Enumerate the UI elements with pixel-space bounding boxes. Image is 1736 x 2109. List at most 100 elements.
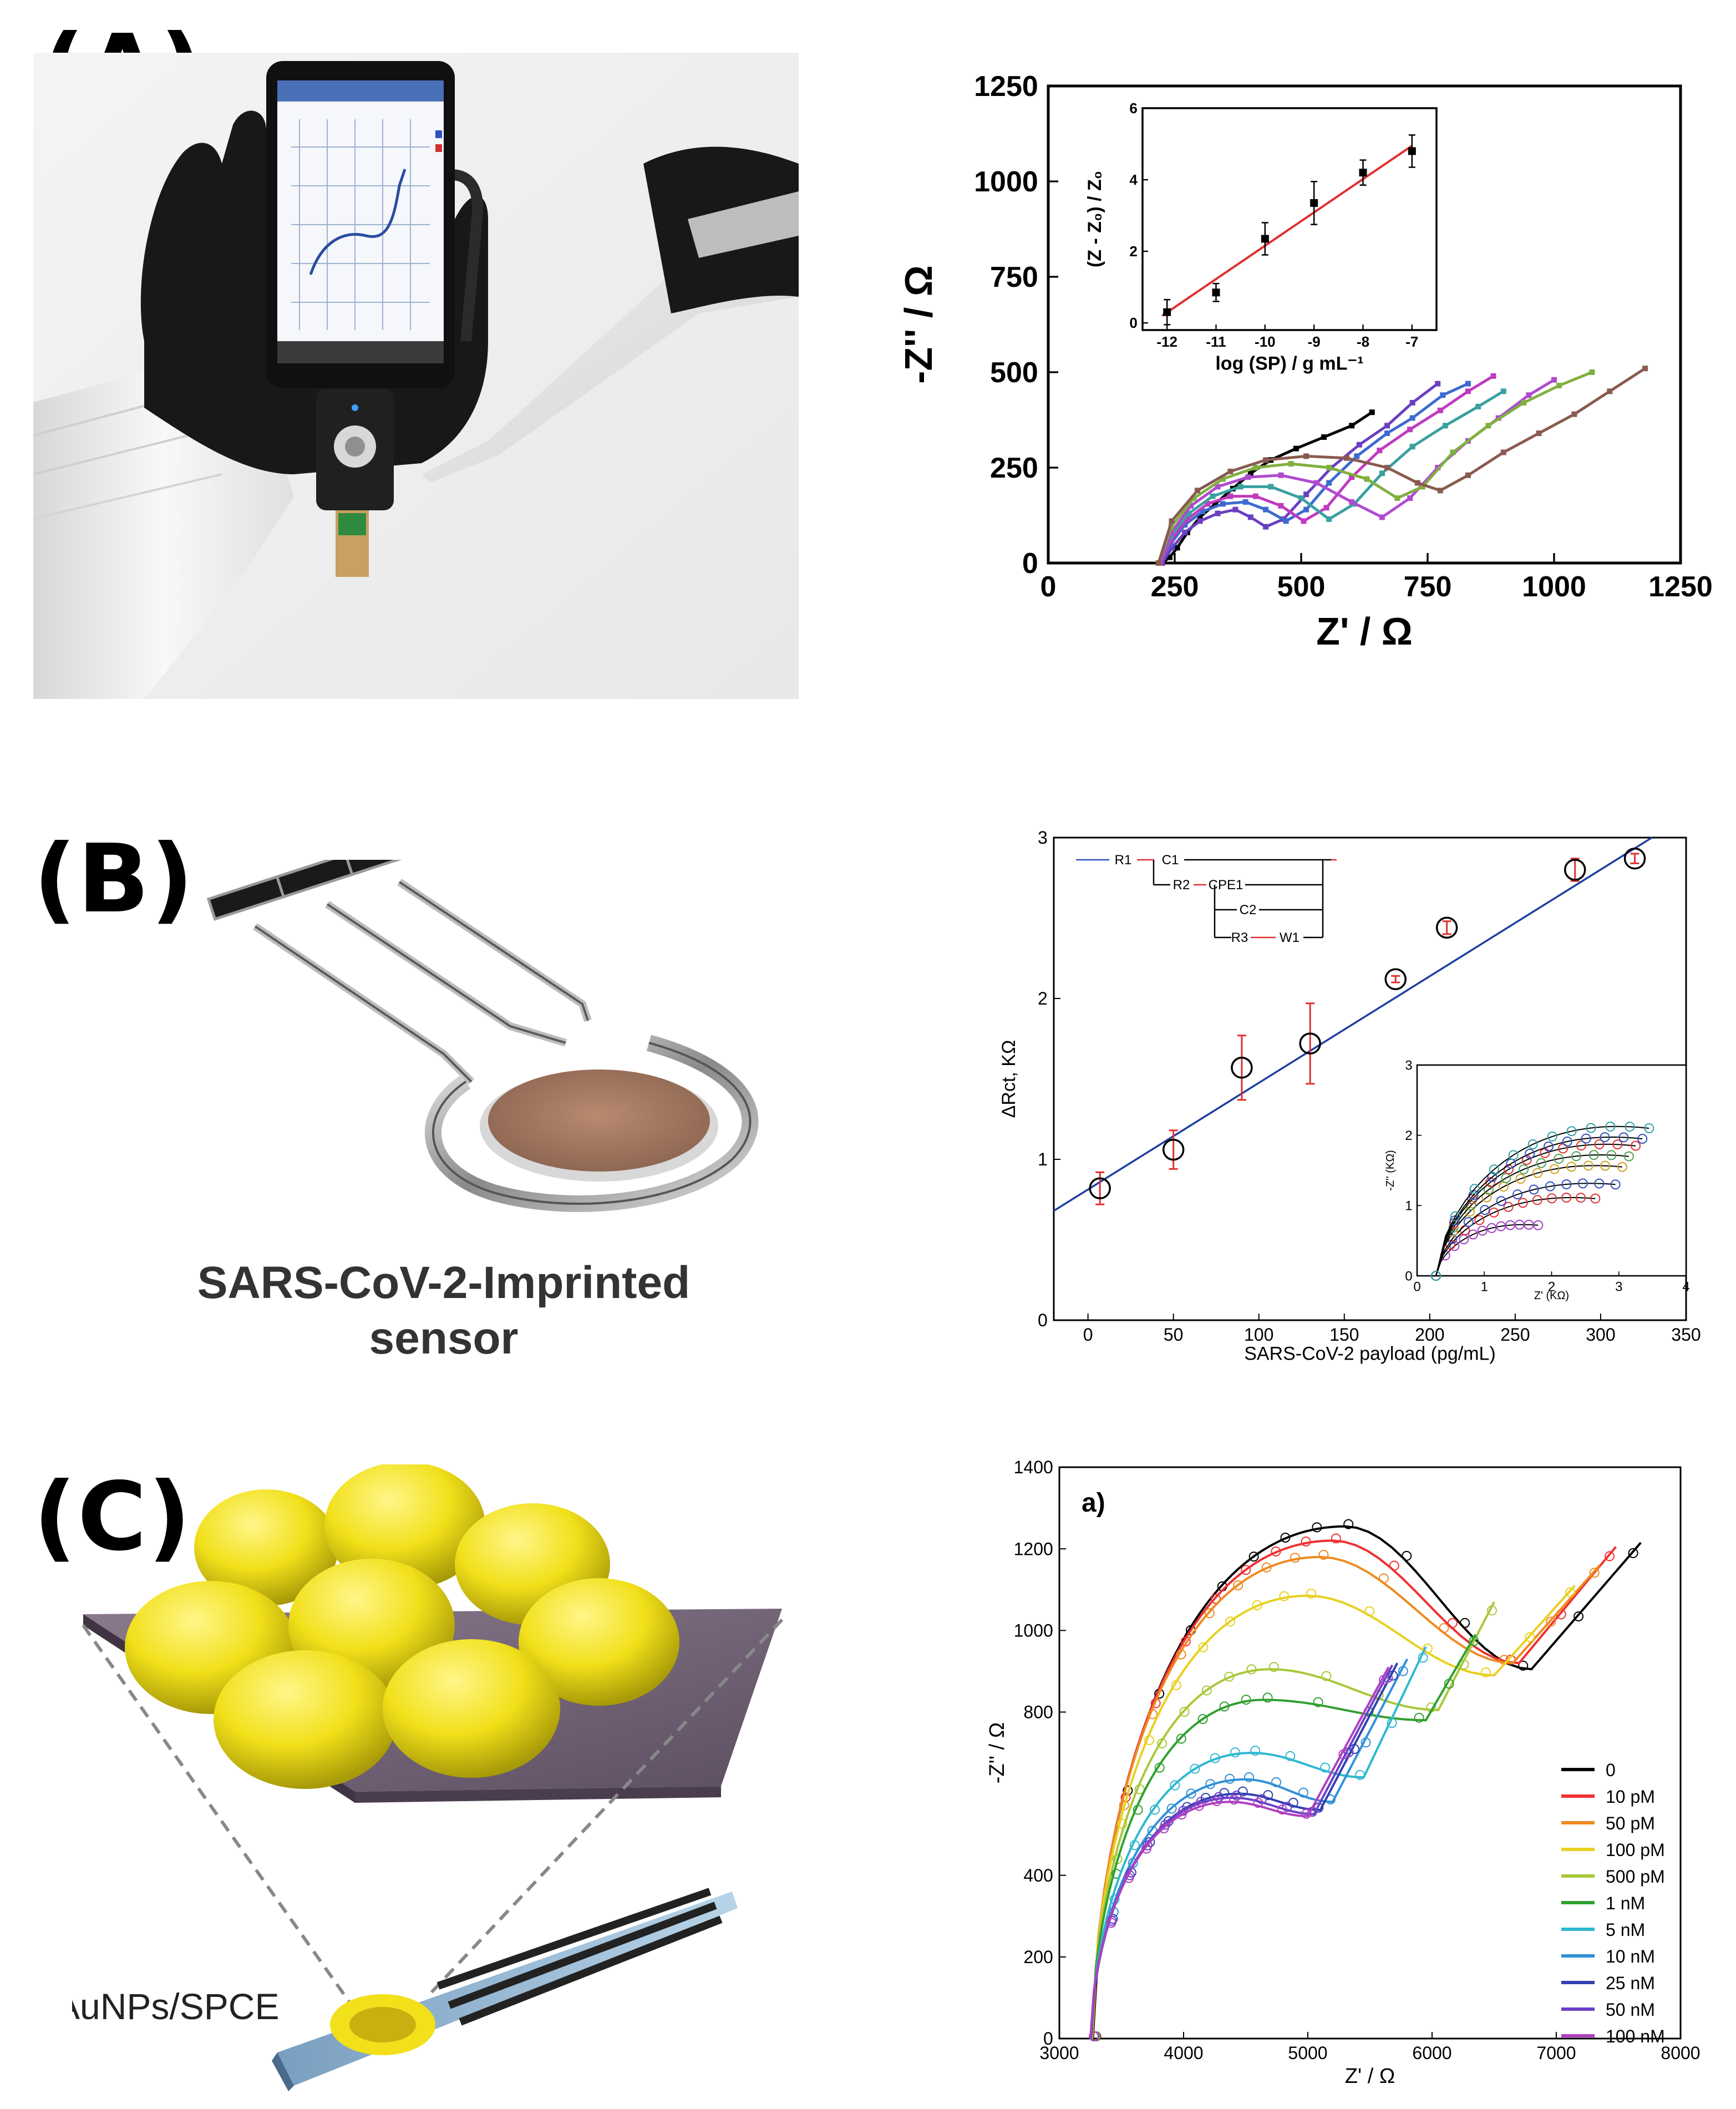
- data-point: [1141, 1843, 1151, 1854]
- data-point: [1349, 423, 1355, 429]
- data-point: [1551, 377, 1557, 383]
- data-point: [1463, 1216, 1474, 1227]
- x-tick-label: 4: [1682, 1280, 1689, 1295]
- x-tick-label: -11: [1206, 333, 1226, 350]
- x-tick-label: 1: [1481, 1280, 1488, 1295]
- data-point: [1435, 916, 1458, 939]
- data-point: [1430, 1271, 1441, 1281]
- data-point: [1486, 1605, 1497, 1616]
- y-tick-label: 750: [990, 261, 1038, 293]
- data-point: [1549, 1164, 1560, 1174]
- data-point: [1306, 1588, 1316, 1599]
- data-point: [1323, 505, 1329, 511]
- y-tick-label: 4: [1129, 171, 1138, 188]
- fit-line: [1161, 145, 1413, 317]
- data-point: [1282, 1802, 1292, 1812]
- data-point: [1384, 423, 1390, 429]
- data-point: [1556, 383, 1562, 389]
- data-point: [1377, 448, 1383, 454]
- data-point: [1133, 1804, 1143, 1815]
- data-point: [1171, 1680, 1181, 1690]
- x-tick-label: 3: [1615, 1280, 1622, 1295]
- data-point: [1562, 1136, 1572, 1147]
- data-point: [1184, 516, 1190, 522]
- data-point: [1227, 493, 1234, 499]
- data-point: [1526, 392, 1532, 398]
- data-point: [1106, 1918, 1116, 1928]
- data-point: [1277, 1804, 1287, 1815]
- data-point: [1571, 411, 1577, 417]
- sensor-caption-line2: sensor: [369, 1313, 519, 1359]
- data-point: [1210, 1753, 1220, 1763]
- data-point: [1423, 1643, 1433, 1654]
- data-point: [1301, 1808, 1312, 1819]
- x-tick-label: 300: [1586, 1325, 1615, 1345]
- data-point: [1414, 1712, 1424, 1723]
- data-point: [1338, 1749, 1349, 1760]
- data-point: [1642, 366, 1648, 372]
- data-point: [1201, 1685, 1212, 1696]
- x-tick-label: 500: [1277, 571, 1326, 603]
- inset-background: [1143, 108, 1436, 330]
- data-point: [1536, 1158, 1546, 1168]
- y-tick-label: 1000: [1014, 1620, 1053, 1640]
- circuit-label: C1: [1162, 853, 1179, 868]
- data-point: [1285, 1751, 1296, 1761]
- data-point: [1394, 495, 1400, 501]
- data-point: [1326, 480, 1332, 486]
- data-point: [1169, 518, 1175, 524]
- data-point: [1536, 430, 1542, 437]
- data-point: [1219, 1701, 1230, 1712]
- data-point: [1299, 1032, 1321, 1054]
- series-line: [1159, 382, 1469, 564]
- data-point: [1532, 1195, 1542, 1205]
- data-point: [1241, 1695, 1251, 1705]
- data-point: [1349, 1744, 1359, 1755]
- series-line: [1090, 1658, 1408, 2039]
- data-point: [1408, 147, 1416, 155]
- data-point: [1247, 470, 1253, 476]
- data-point: [1467, 1194, 1478, 1204]
- data-point: [1384, 430, 1390, 437]
- data-point: [1364, 476, 1370, 482]
- data-point: [1527, 1139, 1538, 1149]
- x-tick-label: 3000: [1039, 2043, 1079, 2063]
- data-point: [1437, 407, 1443, 413]
- data-point: [1303, 491, 1309, 498]
- data-point: [1176, 1809, 1187, 1820]
- y-tick-label: 400: [1023, 1865, 1053, 1885]
- data-point: [1144, 1735, 1155, 1746]
- data-point: [1197, 1714, 1208, 1725]
- x-tick-label: 250: [1500, 1325, 1530, 1345]
- data-point: [1387, 1717, 1397, 1728]
- data-point: [1225, 1773, 1235, 1784]
- data-point: [1248, 1552, 1259, 1562]
- data-point: [1349, 499, 1355, 505]
- data-point: [1398, 1666, 1408, 1676]
- circuit-label: R3: [1231, 930, 1248, 945]
- data-point: [1469, 1636, 1479, 1646]
- data-point: [1162, 1138, 1185, 1161]
- data-point: [1610, 1179, 1621, 1190]
- chart-c-concentration-nyquist: 3000 4000 5000 6000 7000 8000 0 200 400 800 1000 12…: [986, 1457, 1701, 2088]
- data-point: [1262, 1692, 1273, 1703]
- data-point: [1301, 1536, 1311, 1547]
- legend-label: 100 nM: [1606, 2026, 1665, 2046]
- data-point: [1644, 1123, 1654, 1133]
- y-tick-label: 0: [1043, 2029, 1053, 2049]
- data-point: [1195, 488, 1201, 494]
- y-tick-label: 2: [1038, 988, 1048, 1008]
- data-point: [1468, 1229, 1478, 1240]
- data-point: [1379, 470, 1385, 476]
- data-point: [1605, 1121, 1616, 1132]
- data-point: [1389, 1560, 1399, 1571]
- data-point: [1532, 1168, 1543, 1178]
- data-point: [1418, 1652, 1428, 1663]
- data-point: [1212, 288, 1220, 297]
- data-point: [1212, 501, 1218, 507]
- data-point: [1546, 1193, 1557, 1204]
- data-point: [1230, 1747, 1240, 1758]
- legend-label: 50 pM: [1606, 1813, 1655, 1833]
- data-point: [1244, 1772, 1254, 1782]
- y-axis-label: -Z'' / Ω: [986, 1722, 1009, 1783]
